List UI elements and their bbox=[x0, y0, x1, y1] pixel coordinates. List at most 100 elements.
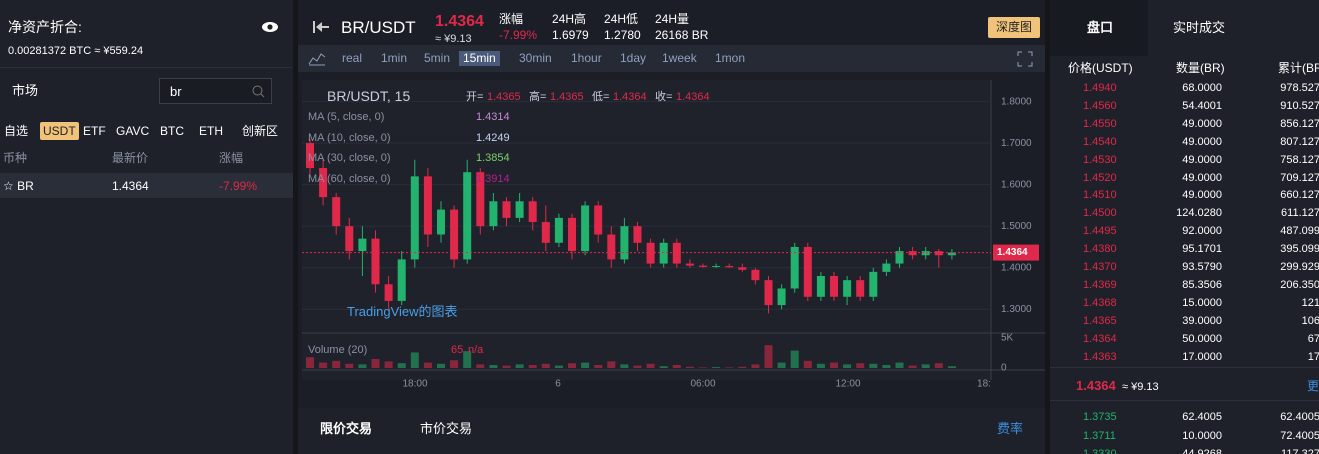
volume-bar bbox=[803, 360, 812, 368]
volume-bar bbox=[830, 362, 838, 368]
tab-bg bbox=[1050, 0, 1148, 56]
candle-body bbox=[816, 276, 825, 297]
candle-body bbox=[437, 209, 445, 235]
book-amount: 62.4005 bbox=[1182, 411, 1222, 423]
candle-body bbox=[594, 205, 603, 235]
market-label: 市场 bbox=[12, 83, 39, 98]
interval[interactable]: 1mon bbox=[715, 51, 746, 65]
market-tab[interactable]: ETH bbox=[199, 124, 223, 138]
candle-body bbox=[358, 238, 367, 252]
book-amount: 49.0000 bbox=[1182, 171, 1222, 184]
ohlc-value: 1.4365 bbox=[487, 91, 521, 103]
x-tick-label: 18:00 bbox=[402, 379, 427, 390]
market-tab[interactable]: ETF bbox=[83, 124, 106, 138]
book-price: 1.4368 bbox=[1083, 296, 1117, 309]
orderbook-column: 累计(BR) bbox=[1278, 61, 1319, 75]
orderbook-tab[interactable]: 实时成交 bbox=[1173, 20, 1226, 35]
interval[interactable]: 1day bbox=[620, 51, 647, 65]
book-amount: 17.0000 bbox=[1182, 350, 1222, 363]
x-tick-label: 12:00 bbox=[835, 379, 860, 390]
candle-body bbox=[319, 168, 328, 198]
pair: BR/USDT bbox=[341, 18, 416, 37]
x-tick-label: 6 bbox=[555, 379, 561, 390]
ma-value: 1.3854 bbox=[476, 152, 510, 164]
volume-label: Volume (20) bbox=[308, 344, 368, 356]
book-amount: 95.1701 bbox=[1182, 243, 1222, 256]
volume-value: 65 bbox=[451, 344, 464, 356]
volume-bar bbox=[790, 350, 799, 368]
trade-bar: 限价交易 市价交易 费率 bbox=[298, 408, 1045, 454]
interval-bar: real 1min 5min 15min 30min 1hour 1day 1week 1mon bbox=[298, 45, 1045, 72]
more-link[interactable]: 更 bbox=[1307, 379, 1319, 393]
book-price: 1.3330 bbox=[1083, 448, 1117, 454]
book-amount: 49.0000 bbox=[1182, 117, 1222, 130]
candle-body bbox=[882, 263, 891, 272]
interval[interactable]: 1hour bbox=[571, 51, 602, 65]
orderbook-tab[interactable]: 盘口 bbox=[1087, 20, 1114, 35]
book-total: 807.127 bbox=[1280, 135, 1319, 148]
candle-body bbox=[699, 265, 707, 267]
book-total: 67 bbox=[1307, 332, 1319, 345]
back-icon[interactable] bbox=[312, 19, 330, 35]
orderbook-column: 数量(BR) bbox=[1176, 61, 1225, 75]
interval[interactable]: 15min bbox=[459, 51, 500, 66]
market-cell[interactable]: ☆ BR bbox=[3, 179, 34, 193]
interval[interactable]: 30min bbox=[519, 51, 552, 65]
book-total: 121 bbox=[1301, 296, 1319, 309]
legend-title: BR/USDT, 15 bbox=[327, 88, 411, 104]
volume-bar bbox=[738, 366, 747, 368]
interval[interactable]: real bbox=[342, 51, 363, 65]
indicator-icon[interactable] bbox=[308, 51, 326, 66]
fee-link[interactable]: 费率 bbox=[997, 421, 1024, 436]
candle-body bbox=[528, 201, 537, 223]
watermark: TradingView的图表 bbox=[347, 304, 458, 319]
book-total: 117.327 bbox=[1281, 448, 1319, 454]
book-amount: 92.0000 bbox=[1182, 225, 1222, 238]
trade-tab[interactable]: 限价交易 bbox=[320, 421, 373, 436]
market-tab[interactable]: 创新区 bbox=[242, 124, 279, 138]
market-tab[interactable]: USDT bbox=[40, 122, 79, 140]
book-total: 856.127 bbox=[1280, 117, 1319, 130]
fullscreen-icon[interactable] bbox=[1017, 51, 1033, 67]
x-tick-label: 18: bbox=[977, 379, 991, 390]
column-header: 最新价 bbox=[112, 151, 149, 165]
book-total: 660.127 bbox=[1280, 189, 1319, 202]
volume-bar bbox=[908, 365, 917, 368]
book-amount: 50.0000 bbox=[1182, 332, 1222, 345]
book-amount: 85.3506 bbox=[1182, 278, 1222, 291]
header-price-cny: ≈ ¥9.13 bbox=[435, 33, 472, 45]
book-price: 1.4365 bbox=[1083, 314, 1117, 327]
book-total: 487.099 bbox=[1280, 225, 1319, 238]
eye-icon[interactable] bbox=[261, 20, 279, 34]
volume-bar bbox=[921, 364, 930, 368]
volume-tick-label: 0 bbox=[1001, 363, 1007, 374]
market-tab[interactable]: BTC bbox=[160, 124, 184, 138]
candle-body bbox=[502, 201, 511, 218]
trade-tab[interactable]: 市价交易 bbox=[420, 421, 473, 436]
candle-body bbox=[554, 217, 563, 243]
market-tab[interactable]: GAVC bbox=[116, 124, 150, 138]
volume-bar bbox=[384, 361, 393, 368]
volume-bar bbox=[699, 367, 707, 368]
book-price: 1.3711 bbox=[1083, 429, 1116, 442]
book-price: 1.4363 bbox=[1083, 350, 1117, 363]
volume-bar bbox=[620, 364, 629, 368]
book-amount: 49.0000 bbox=[1182, 135, 1222, 148]
divider bbox=[1050, 367, 1319, 368]
volume-bar bbox=[568, 363, 576, 368]
book-price: 1.4380 bbox=[1083, 243, 1117, 256]
market-tab[interactable]: 自选 bbox=[4, 124, 29, 138]
interval[interactable]: 1min bbox=[381, 51, 408, 65]
candle-body bbox=[345, 226, 354, 252]
interval[interactable]: 1week bbox=[662, 51, 697, 65]
volume-bar bbox=[528, 365, 537, 368]
column-header: 币种 bbox=[3, 151, 28, 165]
volume-bar bbox=[358, 364, 367, 368]
volume-bar bbox=[843, 364, 852, 368]
search-box[interactable]: br bbox=[159, 78, 272, 104]
volume-bar bbox=[816, 363, 825, 368]
interval[interactable]: 5min bbox=[424, 51, 451, 65]
row-bg bbox=[0, 173, 293, 198]
depth-button[interactable]: 深度图 bbox=[988, 17, 1040, 38]
volume-bar bbox=[371, 359, 380, 368]
